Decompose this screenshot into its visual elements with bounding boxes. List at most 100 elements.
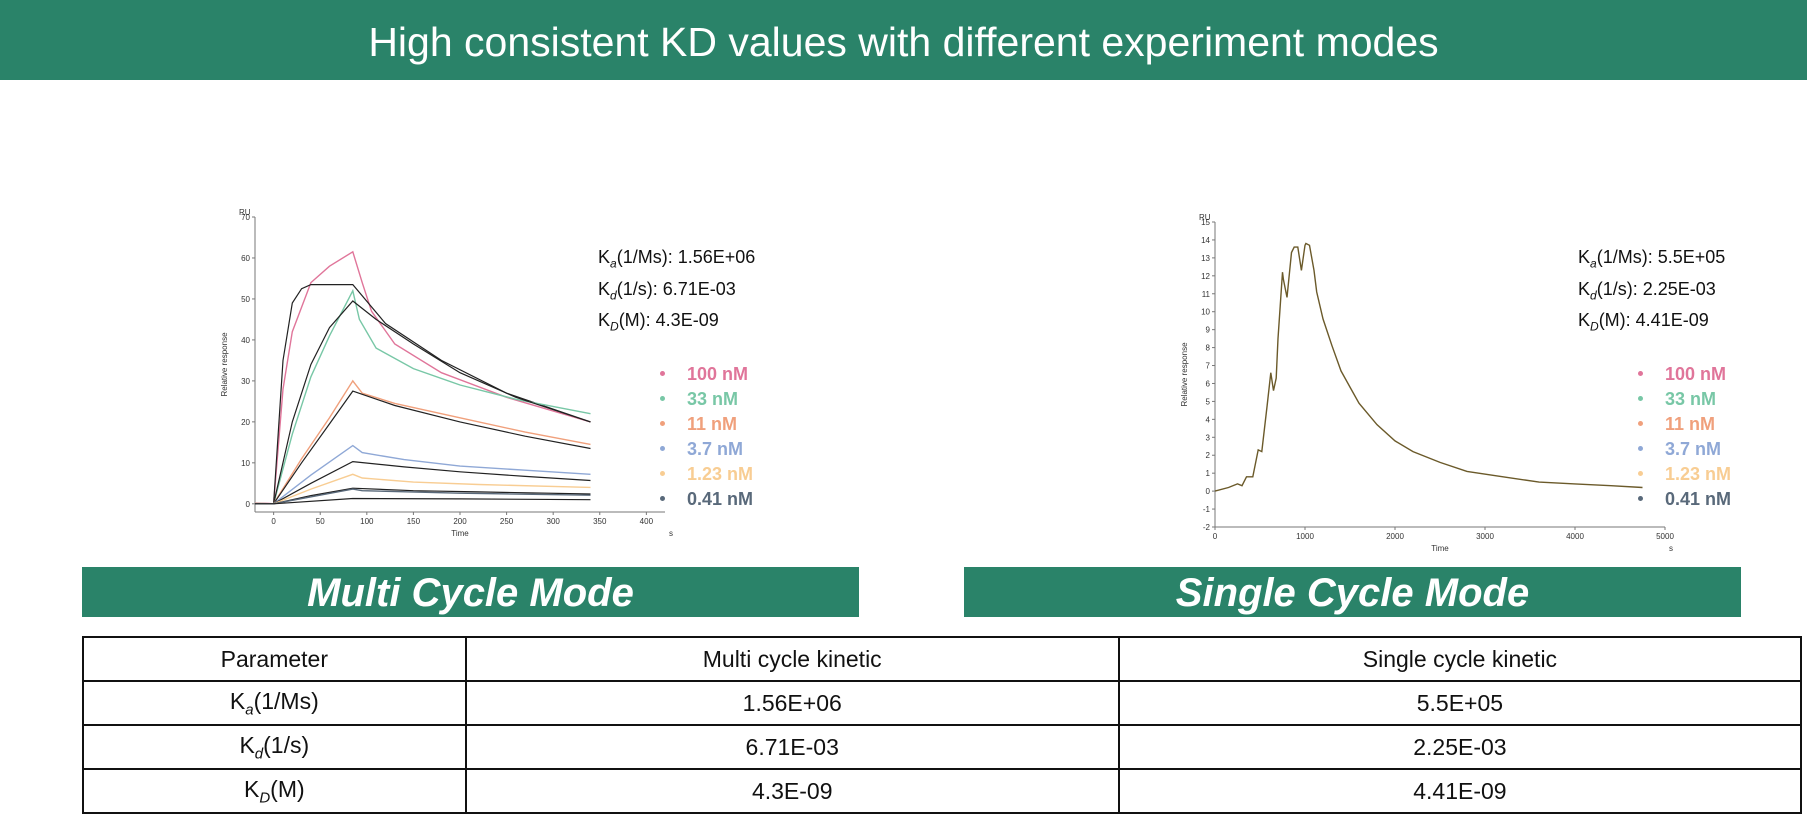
x-tick-label: 300 xyxy=(547,517,561,526)
y-tick-label: 70 xyxy=(241,213,250,222)
y-tick-label: 30 xyxy=(241,377,250,386)
multi-cycle-sensorgram: 0 10 20 30 40 50 60 70 0 50 100 150 200 250 300 350 400 R… xyxy=(220,208,673,538)
table-cell: 1.56E+06 xyxy=(464,680,1120,726)
series-line xyxy=(254,379,591,505)
legend-label: 11 nM xyxy=(1665,414,1716,434)
table-row: Kd(1/s) 6.71E-03 2.25E-03 xyxy=(82,724,1803,770)
y-tick-label: 60 xyxy=(241,254,250,263)
table-cell: 4.3E-09 xyxy=(464,768,1120,814)
legend-item: 33 nM xyxy=(660,387,753,412)
legend-marker xyxy=(1638,420,1643,426)
single-cycle-banner: Single Cycle Mode xyxy=(964,567,1741,617)
x-tick-label: 1000 xyxy=(1296,532,1314,541)
x-tick-label: 0 xyxy=(271,517,276,526)
legend-item: 11 nM xyxy=(660,412,753,437)
multi-kd-param: Kd(1/s): 6.71E-03 xyxy=(598,278,736,303)
y-tick-label: 14 xyxy=(1201,236,1210,245)
x-tick-label: 4000 xyxy=(1566,532,1584,541)
legend-item: 3.7 nM xyxy=(660,437,753,462)
x-tick-label: 350 xyxy=(593,517,607,526)
legend-label: 100 nM xyxy=(687,364,749,384)
y-tick-label: 13 xyxy=(1201,254,1210,263)
y-tick-label: 8 xyxy=(1206,344,1211,353)
y-axis-label: Relative response xyxy=(1180,342,1189,407)
x-tick-label: 150 xyxy=(407,517,421,526)
legend-label: 100 nM xyxy=(1665,364,1727,384)
y-tick-label: 6 xyxy=(1206,379,1211,388)
multi-params: Ka(1/Ms): 1.56E+06 Kd(1/s): 6.71E-03 KD(… xyxy=(598,245,755,340)
y-tick-label: 10 xyxy=(1201,308,1210,317)
y-tick-label: 11 xyxy=(1202,290,1211,299)
table-cell: 6.71E-03 xyxy=(464,724,1120,770)
legend-marker xyxy=(660,420,665,426)
y-tick-label: 3 xyxy=(1206,433,1211,442)
y-tick-label: 4 xyxy=(1206,415,1211,424)
slide-title: High consistent KD values with different… xyxy=(0,0,1807,80)
y-tick-label: 9 xyxy=(1206,326,1211,335)
legend-label: 1.23 nM xyxy=(687,464,754,484)
single-legend: 100 nM 33 nM 11 nM 3.7 nM 1.23 nM 0.41 nM xyxy=(1638,362,1731,512)
legend-item: 0.41 nM xyxy=(1638,487,1731,512)
legend-marker xyxy=(1638,495,1643,501)
y-tick-label: 40 xyxy=(241,336,250,345)
x-tick-label: 250 xyxy=(500,517,514,526)
single-kd-param: Kd(1/s): 2.25E-03 xyxy=(1578,278,1716,303)
x-tick-label: 5000 xyxy=(1656,532,1674,541)
legend-item: 1.23 nM xyxy=(660,462,753,487)
table-row: Ka(1/Ms) 1.56E+06 5.5E+05 xyxy=(82,680,1803,726)
legend-item: 100 nM xyxy=(660,362,753,387)
legend-marker xyxy=(1638,395,1643,401)
y-unit-label: RU xyxy=(1199,213,1211,222)
legend-item: 1.23 nM xyxy=(1638,462,1731,487)
y-tick-label: 0 xyxy=(246,500,251,509)
table-param-cell: Ka(1/Ms) xyxy=(82,680,467,726)
table-cell: 5.5E+05 xyxy=(1117,680,1803,726)
single-ka-param: Ka(1/Ms): 5.5E+05 xyxy=(1578,247,1726,271)
y-tick-label: 15 xyxy=(1201,218,1210,227)
series-line xyxy=(1214,242,1643,492)
legend-label: 0.41 nM xyxy=(687,489,754,509)
parameter-table: Parameter Multi cycle kinetic Single cyc… xyxy=(82,636,1803,814)
legend-marker xyxy=(660,370,665,376)
legend-label: 3.7 nM xyxy=(687,439,744,459)
legend-marker xyxy=(1638,445,1643,451)
legend-item: 0.41 nM xyxy=(660,487,753,512)
legend-label: 33 nM xyxy=(687,389,739,409)
legend-item: 11 nM xyxy=(1638,412,1731,437)
table-header-cell: Multi cycle kinetic xyxy=(464,636,1120,682)
multi-cycle-banner: Multi Cycle Mode xyxy=(82,567,859,617)
y-tick-label: -1 xyxy=(1203,505,1211,514)
y-tick-label: 20 xyxy=(241,418,250,427)
single-KD-param: KD(M): 4.41E-09 xyxy=(1578,310,1709,334)
y-tick-label: 0 xyxy=(1206,487,1211,496)
series-line xyxy=(254,444,591,505)
table-cell: 4.41E-09 xyxy=(1117,768,1803,814)
legend-marker xyxy=(660,470,665,476)
x-tick-label: 200 xyxy=(453,517,467,526)
legend-marker xyxy=(660,495,665,501)
table-param-cell: KD(M) xyxy=(82,768,467,814)
legend-item: 3.7 nM xyxy=(1638,437,1731,462)
legend-label: 3.7 nM xyxy=(1665,439,1722,459)
table-header-cell: Parameter xyxy=(82,636,467,682)
multi-KD-param: KD(M): 4.3E-09 xyxy=(598,310,719,334)
x-axis-label: Time xyxy=(451,529,469,538)
legend-label: 1.23 nM xyxy=(1665,464,1732,484)
fit-line xyxy=(255,460,591,505)
fit-line xyxy=(255,300,591,505)
y-tick-label: 50 xyxy=(241,295,250,304)
y-tick-label: 5 xyxy=(1206,397,1211,406)
single-params: Ka(1/Ms): 5.5E+05 Kd(1/s): 2.25E-03 KD(M… xyxy=(1578,245,1725,340)
y-tick-label: 2 xyxy=(1206,451,1211,460)
table-header-cell: Single cycle kinetic xyxy=(1117,636,1803,682)
x-tick-label: 50 xyxy=(316,517,325,526)
x-tick-label: 3000 xyxy=(1476,532,1494,541)
series-line xyxy=(254,288,591,505)
multi-ka-param: Ka(1/Ms): 1.56E+06 xyxy=(598,247,756,271)
y-axis-label: Relative response xyxy=(220,332,229,397)
legend-item: 33 nM xyxy=(1638,387,1731,412)
y-tick-label: 1 xyxy=(1206,469,1211,478)
legend-marker xyxy=(1638,470,1643,476)
x-tick-label: 100 xyxy=(360,517,374,526)
